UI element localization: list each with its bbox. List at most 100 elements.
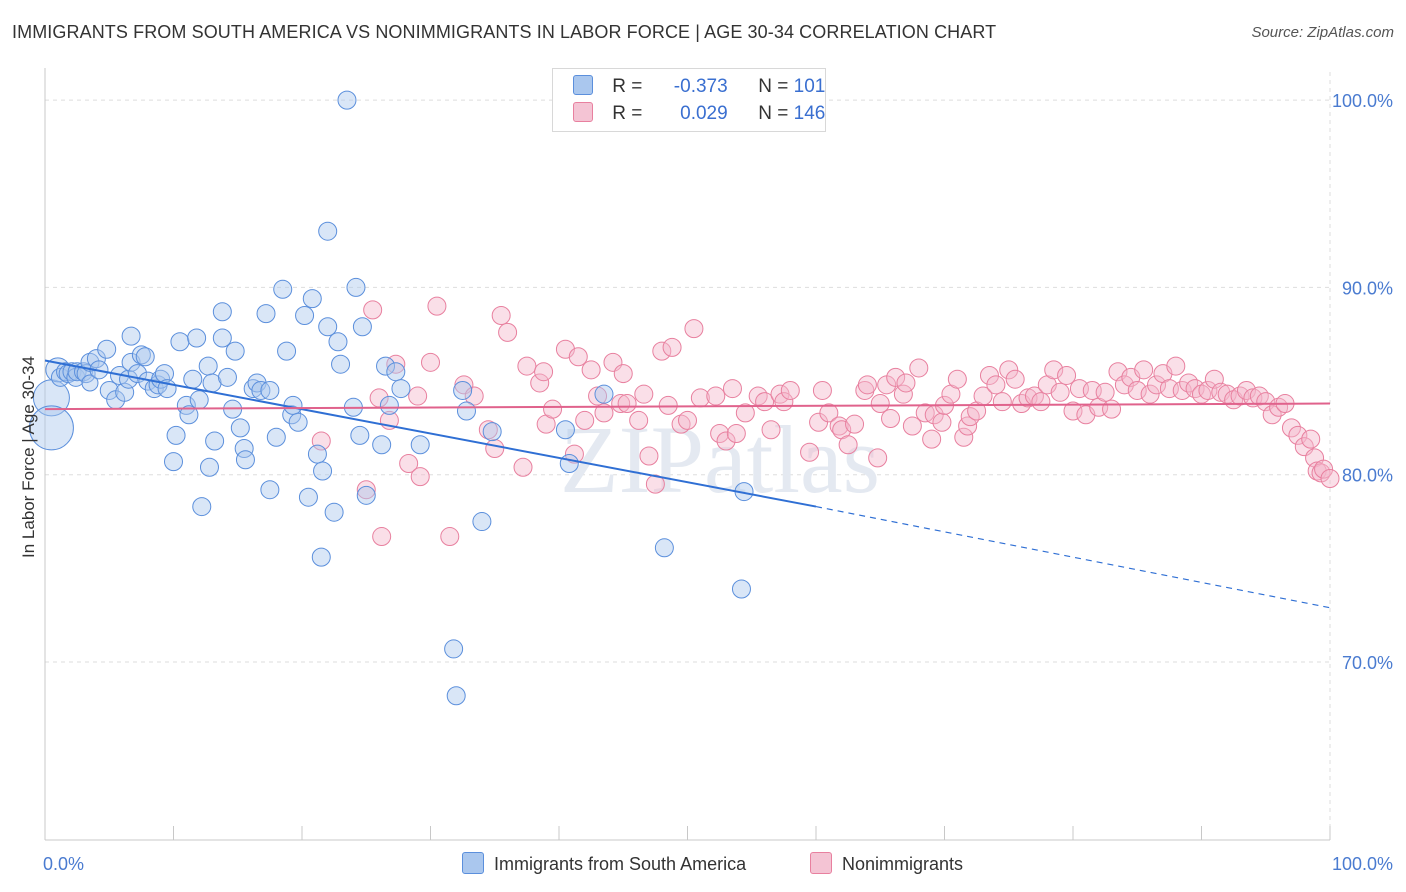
nonimmigrant-point	[464, 386, 484, 406]
nonimmigrant-point	[530, 373, 550, 393]
nonimmigrant-point	[1134, 360, 1154, 380]
n-label: N =	[758, 103, 789, 124]
nonimmigrant-point	[1005, 369, 1025, 389]
nonimmigrant-point	[662, 337, 682, 357]
nonimmigrant-point	[1031, 392, 1051, 412]
nonimmigrant-point	[1147, 375, 1167, 395]
nonimmigrant-point	[356, 480, 376, 500]
immigrant-point	[654, 538, 674, 558]
immigrant-point	[260, 380, 280, 400]
nonimmigrant-point	[581, 360, 601, 380]
immigrant-point	[121, 326, 141, 346]
immigrant-trend-line	[44, 359, 817, 508]
nonimmigrant-point	[513, 457, 533, 477]
immigrant-point	[212, 328, 232, 348]
immigrant-point	[135, 347, 155, 367]
nonimmigrant-point	[363, 300, 383, 320]
nonimmigrant-point	[1018, 388, 1038, 408]
nonimmigrant-point	[857, 375, 877, 395]
nonimmigrant-point	[485, 439, 505, 459]
nonimmigrant-point	[1262, 405, 1282, 425]
nonimmigrant-point	[629, 410, 649, 430]
x-tick-label: 100.0%	[1332, 854, 1393, 874]
nonimmigrant-point	[896, 373, 916, 393]
nonimmigrant-point	[1044, 360, 1064, 380]
nonimmigrants-swatch	[573, 102, 593, 122]
nonimmigrant-point	[613, 364, 633, 384]
nonimmigrant-point	[684, 319, 704, 339]
immigrant-point	[81, 374, 99, 392]
stats-legend: R = -0.373 N = 101 R = 0.029 N = 146	[552, 68, 826, 132]
immigrant-point	[311, 547, 331, 567]
n-value: 146	[793, 103, 826, 124]
immigrant-point	[189, 390, 209, 410]
nonimmigrant-point	[1063, 401, 1083, 421]
immigrant-point	[230, 418, 250, 438]
nonimmigrant-point	[1057, 365, 1077, 385]
immigrant-point	[444, 639, 464, 659]
nonimmigrant-point	[372, 527, 392, 547]
nonimmigrant-point	[491, 306, 511, 326]
legend-item-immigrants[interactable]: Immigrants from South America	[462, 852, 746, 875]
nonimmigrant-point	[634, 384, 654, 404]
nonimmigrant-point	[617, 394, 637, 414]
nonimmigrant-point	[726, 424, 746, 444]
immigrant-point	[555, 420, 575, 440]
x-tick-label: 0.0%	[43, 854, 84, 874]
immigrant-point	[328, 332, 348, 352]
legend-item-nonimmigrants[interactable]: Nonimmigrants	[810, 852, 963, 875]
immigrant-point	[410, 435, 430, 455]
r-value: 0.029	[680, 103, 728, 124]
blue-points	[28, 90, 754, 706]
nonimmigrant-point	[678, 410, 697, 430]
legend-label: Immigrants from South America	[494, 854, 747, 874]
immigrant-point	[170, 332, 190, 352]
immigrant-point	[212, 302, 232, 322]
immigrant-point	[99, 380, 119, 400]
immigrant-point	[337, 90, 357, 110]
immigrant-point	[295, 306, 315, 326]
nonimmigrant-point	[1140, 384, 1160, 404]
immigrant-point	[356, 485, 376, 505]
nonimmigrant-point	[706, 386, 726, 406]
nonimmigrant-point	[992, 392, 1012, 412]
nonimmigrant-point	[902, 416, 922, 436]
immigrant-point	[302, 289, 322, 309]
nonimmigrant-point	[611, 394, 631, 414]
nonimmigrant-point	[498, 322, 518, 342]
trend-lines	[44, 359, 1331, 609]
immigrant-point	[179, 405, 199, 425]
nonimmigrant-point	[886, 367, 906, 387]
nonimmigrant-point	[568, 347, 588, 367]
immigrant-point	[243, 379, 263, 399]
immigrant-point	[205, 431, 225, 451]
nonimmigrant-point	[845, 414, 865, 434]
nonimmigrant-point	[999, 360, 1019, 380]
stats-legend-row-nonimmigrants: R = 0.029 N = 146	[573, 102, 825, 128]
immigrant-point	[28, 405, 74, 451]
y-tick-label: 100.0%	[1332, 91, 1393, 111]
nonimmigrant-point	[829, 416, 849, 436]
nonimmigrant-point	[410, 467, 430, 487]
nonimmigrant-point	[421, 352, 440, 372]
nonimmigrant-point	[1320, 468, 1340, 488]
nonimmigrant-point	[893, 384, 913, 404]
nonimmigrant-point	[639, 446, 659, 466]
immigrant-point	[187, 328, 207, 348]
nonimmigrant-point	[722, 379, 742, 399]
nonimmigrant-point	[812, 380, 832, 400]
immigrant-point	[164, 452, 183, 472]
nonimmigrant-trend-line	[44, 402, 1331, 411]
nonimmigrant-point	[1281, 418, 1301, 438]
nonimmigrant-point	[408, 386, 428, 406]
y-tick-label: 70.0%	[1342, 653, 1393, 673]
immigrant-point	[166, 425, 186, 445]
immigrant-point	[318, 221, 338, 241]
nonimmigrant-point	[1127, 380, 1147, 400]
immigrants-swatch	[573, 75, 593, 95]
nonimmigrant-point	[761, 420, 781, 440]
nonimmigrant-point	[1095, 382, 1115, 402]
immigrant-point	[376, 356, 396, 376]
immigrant-point	[199, 457, 219, 477]
